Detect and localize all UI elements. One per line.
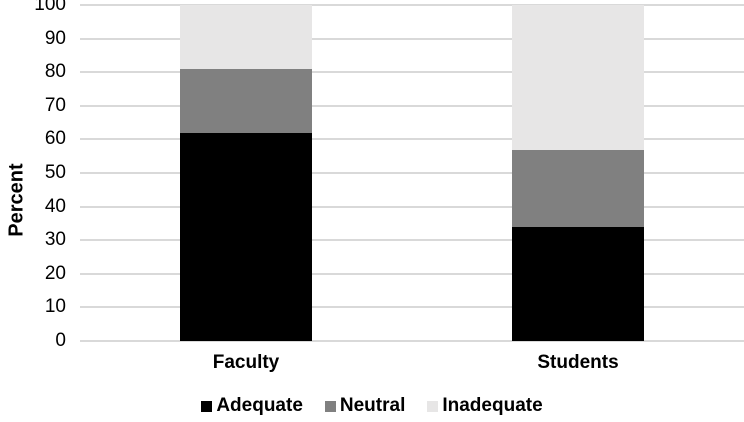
gridline-10 — [80, 306, 744, 309]
bar-slot-students — [412, 5, 744, 341]
stacked-bar-faculty — [180, 5, 312, 341]
bar-segment-faculty-neutral — [180, 68, 312, 133]
y-tick-label-60: 60 — [44, 128, 66, 150]
legend-swatch-icon — [324, 400, 336, 412]
legend: Adequate Neutral Inadequate — [0, 395, 744, 417]
legend-item-inadequate: Inadequate — [427, 395, 543, 417]
y-tick-label-80: 80 — [44, 61, 66, 83]
y-tick-label-70: 70 — [44, 94, 66, 116]
y-tick-label-30: 30 — [44, 229, 66, 251]
bar-segment-students-neutral — [512, 149, 644, 227]
stacked-bar-students — [512, 5, 644, 341]
bars-row — [80, 5, 744, 341]
y-tick-label-100: 100 — [34, 0, 66, 15]
legend-swatch-icon — [427, 400, 439, 412]
x-category-label-students: Students — [537, 352, 619, 373]
gridline-60 — [80, 138, 744, 141]
gridline-90 — [80, 37, 744, 40]
gridline-0 — [80, 340, 744, 342]
legend-swatch-icon — [201, 400, 213, 412]
x-category-label-faculty: Faculty — [212, 352, 280, 373]
bar-slot-faculty — [80, 5, 412, 341]
y-tick-label-10: 10 — [44, 296, 66, 318]
legend-label: Inadequate — [442, 395, 543, 416]
y-tick-label-40: 40 — [44, 195, 66, 217]
bar-segment-faculty-inadequate — [180, 5, 312, 69]
y-tick-label-90: 90 — [44, 27, 66, 49]
gridline-70 — [80, 104, 744, 107]
gridline-40 — [80, 205, 744, 208]
y-tick-label-0: 0 — [55, 330, 66, 351]
legend-label: Neutral — [339, 395, 406, 416]
legend-label: Adequate — [216, 395, 303, 416]
legend-item-neutral: Neutral — [324, 395, 406, 417]
gridline-100 — [80, 4, 744, 6]
gridline-50 — [80, 172, 744, 174]
gridline-30 — [80, 239, 744, 242]
bar-segment-students-adequate — [512, 226, 644, 341]
legend-item-adequate: Adequate — [201, 395, 303, 417]
plot-area — [80, 4, 744, 342]
y-tick-label-50: 50 — [44, 162, 66, 183]
bar-segment-students-inadequate — [512, 5, 644, 150]
y-tick-label-20: 20 — [44, 262, 66, 284]
gridline-80 — [80, 71, 744, 74]
x-axis-labels: Faculty Students — [80, 352, 744, 374]
gridline-20 — [80, 272, 744, 275]
bar-segment-faculty-adequate — [180, 132, 312, 341]
